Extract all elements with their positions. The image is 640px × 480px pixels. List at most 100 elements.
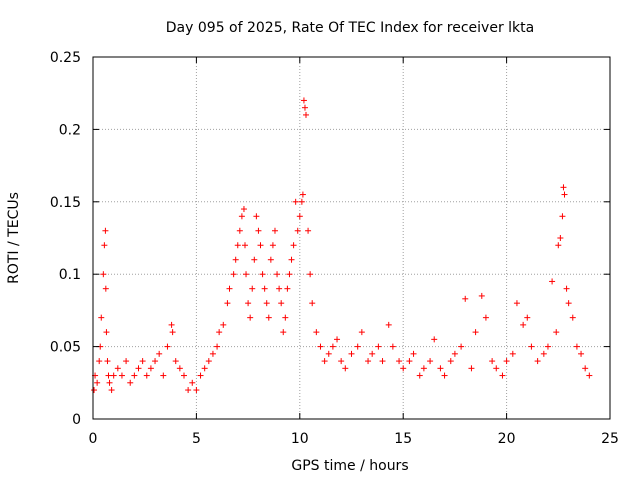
data-point xyxy=(102,227,109,234)
data-point xyxy=(152,358,159,365)
data-point xyxy=(300,97,307,104)
data-point xyxy=(156,350,163,357)
data-point xyxy=(578,350,585,357)
data-point xyxy=(104,358,111,365)
data-point xyxy=(298,198,305,205)
data-point xyxy=(284,285,291,292)
data-point xyxy=(103,329,110,336)
data-point xyxy=(431,336,438,343)
x-tick-label: 5 xyxy=(192,431,201,447)
data-point xyxy=(524,314,531,321)
data-point xyxy=(245,300,252,307)
data-point xyxy=(278,300,285,307)
data-point xyxy=(251,256,258,263)
data-point xyxy=(282,314,289,321)
data-point xyxy=(563,285,570,292)
data-point xyxy=(168,321,175,328)
data-point xyxy=(385,321,392,328)
data-point xyxy=(301,104,308,111)
data-point xyxy=(389,343,396,350)
data-point xyxy=(169,329,176,336)
data-point xyxy=(127,379,134,386)
data-point xyxy=(224,300,231,307)
data-point xyxy=(102,285,109,292)
data-point xyxy=(375,343,382,350)
data-point xyxy=(189,379,196,386)
data-point xyxy=(544,343,551,350)
data-point xyxy=(420,365,427,372)
data-point xyxy=(528,343,535,350)
data-point xyxy=(451,350,458,357)
data-point xyxy=(342,365,349,372)
data-point xyxy=(553,329,560,336)
data-point xyxy=(410,350,417,357)
data-point xyxy=(106,379,113,386)
data-points xyxy=(91,97,593,394)
data-point xyxy=(143,372,150,379)
data-point xyxy=(259,271,266,278)
data-point xyxy=(557,235,564,241)
data-point xyxy=(240,206,247,213)
x-axis-label: GPS time / hours xyxy=(291,458,408,474)
data-point xyxy=(303,111,310,118)
data-point xyxy=(379,358,386,365)
data-point xyxy=(321,358,328,365)
data-point xyxy=(101,242,108,249)
data-point xyxy=(249,285,256,292)
data-point xyxy=(296,213,303,220)
y-axis-ticks: 0 0.05 0.1 0.15 0.2 0.25 xyxy=(50,50,610,428)
data-point xyxy=(534,358,541,365)
x-tick-label: 15 xyxy=(394,431,412,447)
data-point xyxy=(560,184,567,191)
x-tick-label: 20 xyxy=(498,431,516,447)
data-point xyxy=(118,372,125,379)
data-point xyxy=(267,256,274,263)
data-point xyxy=(549,278,556,285)
data-point xyxy=(257,242,264,249)
data-point xyxy=(325,350,332,357)
x-axis-ticks: 0 5 10 15 20 25 xyxy=(89,57,619,447)
data-point xyxy=(253,213,260,220)
data-point xyxy=(261,285,268,292)
data-point xyxy=(98,314,105,321)
data-point xyxy=(220,321,227,328)
y-tick-label: 0.2 xyxy=(59,122,81,138)
data-point xyxy=(513,300,520,307)
data-point xyxy=(193,387,200,394)
y-tick-label: 0.1 xyxy=(59,267,81,283)
data-point xyxy=(176,365,183,372)
data-point xyxy=(238,213,245,220)
data-point xyxy=(234,242,241,249)
data-point xyxy=(269,242,276,249)
data-point xyxy=(427,358,434,365)
data-point xyxy=(437,365,444,372)
data-point xyxy=(573,343,580,350)
data-point xyxy=(247,314,254,321)
data-point xyxy=(241,242,248,249)
data-point xyxy=(555,242,562,249)
data-point xyxy=(499,372,506,379)
plot-frame xyxy=(92,56,611,420)
data-point xyxy=(94,379,101,386)
data-point xyxy=(236,227,243,234)
data-point xyxy=(209,350,216,357)
data-point xyxy=(139,358,146,365)
data-point xyxy=(105,372,112,379)
data-point xyxy=(243,271,250,278)
data-point xyxy=(329,343,336,350)
data-point xyxy=(309,300,316,307)
data-point xyxy=(540,350,547,357)
data-point xyxy=(197,372,204,379)
data-point xyxy=(334,336,341,343)
data-point xyxy=(232,256,239,263)
data-point xyxy=(201,365,208,372)
data-point xyxy=(96,358,103,365)
data-point xyxy=(482,314,489,321)
data-point xyxy=(462,295,469,302)
data-point xyxy=(338,358,345,365)
data-point xyxy=(286,271,293,278)
data-point xyxy=(299,191,306,198)
data-point xyxy=(447,358,454,365)
y-tick-label: 0.25 xyxy=(50,50,81,66)
data-point xyxy=(108,387,115,394)
